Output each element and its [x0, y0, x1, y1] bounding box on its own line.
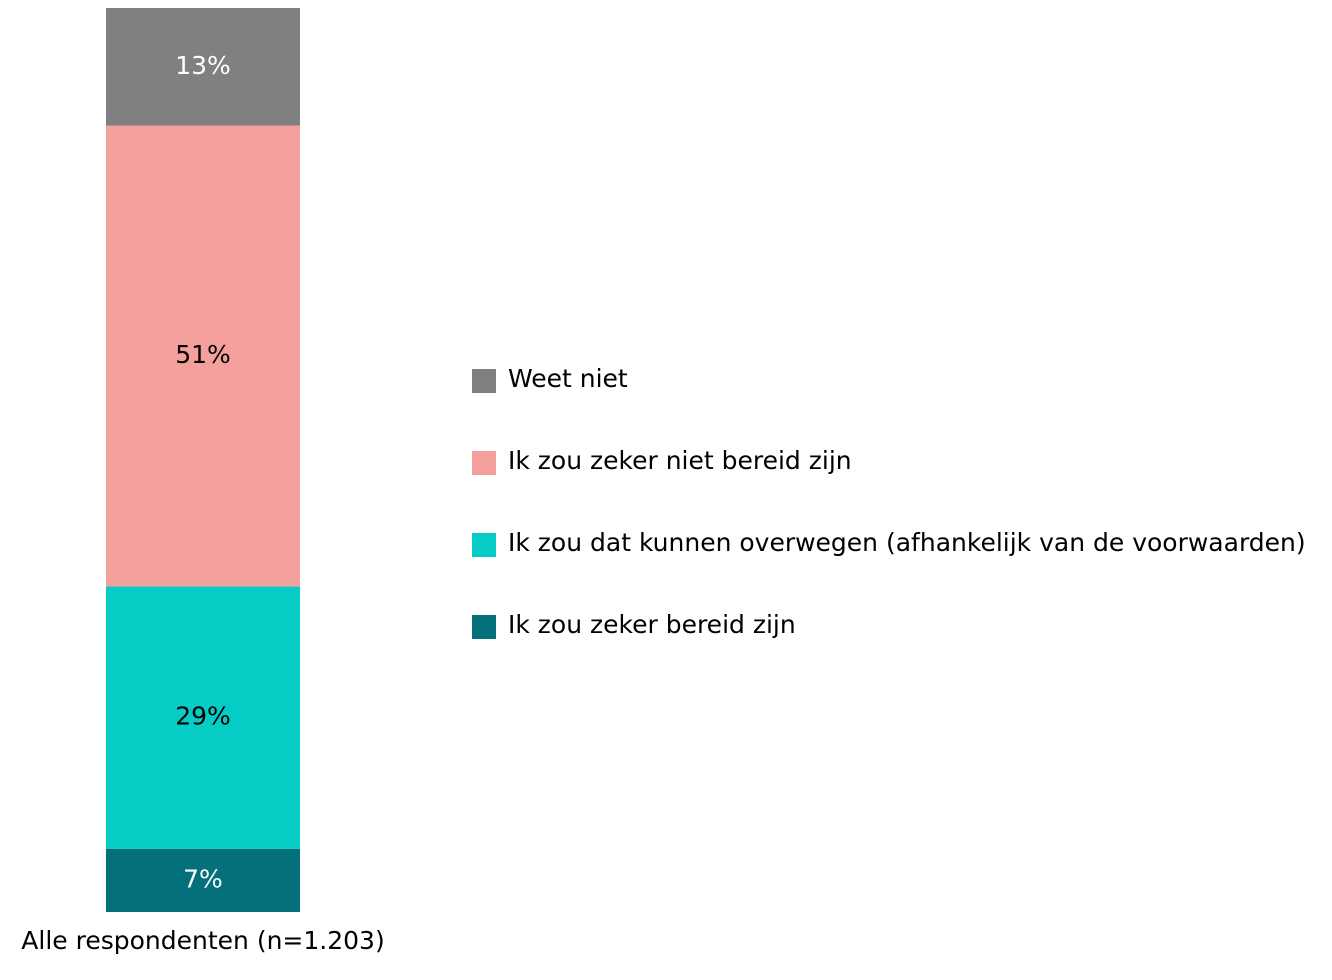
- x-tick-label: Alle respondenten (n=1.203): [21, 926, 384, 955]
- data-label: 7%: [183, 864, 223, 893]
- bar-segment: [106, 8, 300, 126]
- legend-swatch: [472, 369, 496, 393]
- legend-label: Ik zou zeker niet bereid zijn: [508, 446, 852, 475]
- data-label: 13%: [175, 51, 231, 80]
- data-label: 51%: [175, 340, 231, 369]
- legend-label: Weet niet: [508, 364, 628, 393]
- bar-segment: [106, 125, 300, 587]
- bar-segment: [106, 586, 300, 849]
- data-label: 29%: [175, 702, 231, 731]
- bar-segment: [106, 848, 300, 912]
- legend-swatch: [472, 451, 496, 475]
- legend-label: Ik zou dat kunnen overwegen (afhankelijk…: [508, 528, 1306, 557]
- legend-label: Ik zou zeker bereid zijn: [508, 610, 796, 639]
- legend-swatch: [472, 615, 496, 639]
- legend-swatch: [472, 533, 496, 557]
